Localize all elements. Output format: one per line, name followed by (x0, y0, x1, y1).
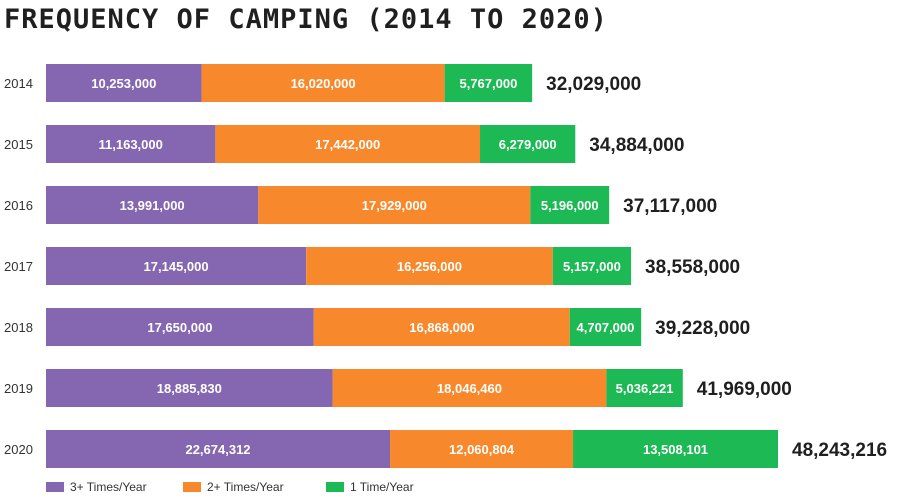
bar-segment-2017-1 (46, 247, 307, 285)
bar-segment-2016-2 (258, 186, 531, 224)
legend-swatch-1 (46, 482, 64, 492)
year-label-2016: 2016 (4, 198, 33, 213)
bar-segment-2020-1 (46, 430, 391, 468)
bar-segment-2014-2 (201, 64, 445, 102)
segment-label-2017-2: 16,256,000 (397, 259, 462, 274)
bar-segment-2017-2 (306, 247, 553, 285)
segment-label-2017-1: 17,145,000 (144, 259, 209, 274)
total-label-2015: 34,884,000 (589, 135, 684, 156)
segment-label-2016-1: 13,991,000 (120, 198, 185, 213)
year-label-2018: 2018 (4, 320, 33, 335)
bar-segment-2015-3 (480, 125, 576, 163)
bar-segment-2018-3 (569, 308, 642, 346)
segment-label-2020-2: 12,060,804 (449, 442, 515, 457)
year-label-2019: 2019 (4, 381, 33, 396)
total-label-2018: 39,228,000 (655, 318, 750, 339)
bar-segment-2017-3 (552, 247, 632, 285)
segment-label-2018-1: 17,650,000 (147, 320, 212, 335)
segment-label-2014-2: 16,020,000 (291, 76, 356, 91)
year-label-2020: 2020 (4, 442, 33, 457)
bars-layer: 2014 10,253,000 16,020,000 5,767,000 32,029,… (4, 64, 887, 468)
legend-label-1: 3+ Times/Year (70, 480, 147, 494)
segment-label-2015-3: 6,279,000 (499, 137, 557, 152)
segment-label-2017-3: 5,157,000 (563, 259, 621, 274)
segment-label-2015-2: 17,442,000 (315, 137, 380, 152)
legend-label-2: 2+ Times/Year (207, 480, 284, 494)
segment-label-2019-1: 18,885,830 (157, 381, 222, 396)
bar-segment-2020-3 (573, 430, 778, 468)
segment-label-2014-3: 5,767,000 (459, 76, 517, 91)
bar-segment-2016-1 (46, 186, 259, 224)
segment-label-2020-1: 22,674,312 (185, 442, 250, 457)
bar-segment-2018-2 (313, 308, 570, 346)
legend-swatch-3 (326, 482, 344, 492)
bar-segment-2015-1 (46, 125, 216, 163)
legend: 3+ Times/Year 2+ Times/Year 1 Time/Year (46, 480, 414, 494)
bar-segment-2020-2 (390, 430, 574, 468)
year-label-2014: 2014 (4, 76, 33, 91)
total-label-2016: 37,117,000 (623, 196, 717, 217)
total-label-2019: 41,969,000 (697, 379, 792, 400)
bar-segment-2018-1 (46, 308, 314, 346)
bar-segment-2019-1 (46, 369, 333, 407)
year-label-2017: 2017 (4, 259, 33, 274)
legend-label-3: 1 Time/Year (350, 480, 414, 494)
segment-label-2020-3: 13,508,101 (643, 442, 708, 457)
segment-label-2019-3: 5,036,221 (616, 381, 674, 396)
segment-label-2019-2: 18,046,460 (437, 381, 502, 396)
total-label-2020: 48,243,216 (792, 440, 887, 461)
bar-segment-2019-2 (332, 369, 607, 407)
segment-label-2018-2: 16,868,000 (409, 320, 474, 335)
segment-label-2016-3: 5,196,000 (541, 198, 599, 213)
chart-title: FREQUENCY OF CAMPING (2014 TO 2020) (4, 4, 608, 35)
segment-label-2014-1: 10,253,000 (91, 76, 156, 91)
bar-segment-2019-3 (606, 369, 683, 407)
bar-segment-2016-3 (530, 186, 610, 224)
segment-label-2018-3: 4,707,000 (577, 320, 635, 335)
legend-swatch-2 (183, 482, 201, 492)
segment-label-2016-2: 17,929,000 (362, 198, 427, 213)
bar-segment-2014-1 (46, 64, 202, 102)
year-label-2015: 2015 (4, 137, 33, 152)
total-label-2014: 32,029,000 (546, 74, 641, 95)
total-label-2017: 38,558,000 (645, 257, 740, 278)
bar-segment-2014-3 (444, 64, 533, 102)
bar-segment-2015-2 (215, 125, 481, 163)
segment-label-2015-1: 11,163,000 (99, 137, 163, 152)
